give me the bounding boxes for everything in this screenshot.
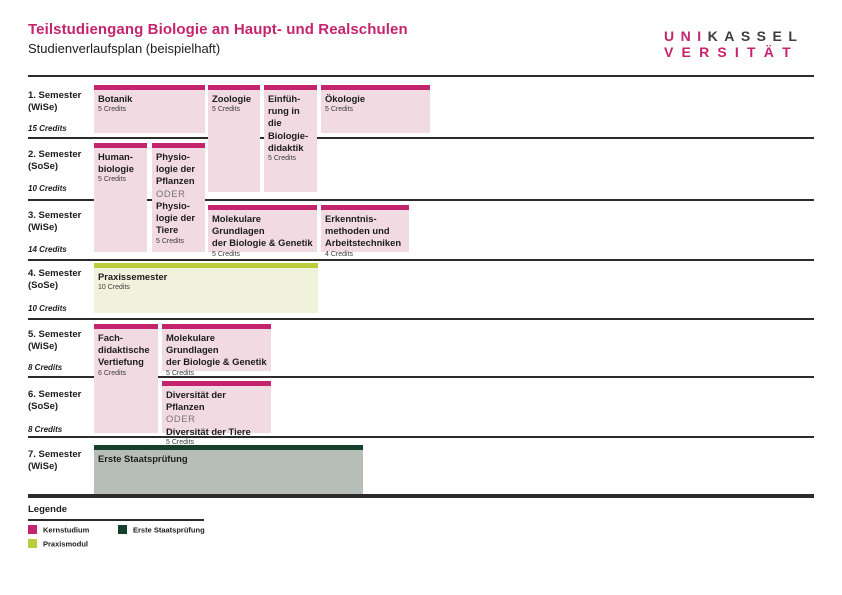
module-credits: 5 Credits xyxy=(98,106,127,114)
rule-sem4 xyxy=(28,318,814,320)
module-credits: 5 Credits xyxy=(268,155,297,163)
page-subtitle: Studienverlaufsplan (beispielhaft) xyxy=(28,41,221,56)
module-erste-staatspruefung: Erste Staatsprüfung xyxy=(94,445,363,494)
module-humanbiologie: Human- biologie 5 Credits xyxy=(94,143,147,252)
module-title: Physio- logie der Pflanzen xyxy=(156,151,196,187)
module-title: Physio- logie der Tiere xyxy=(156,199,196,236)
module-praxissemester: Praxissemester 10 Credits xyxy=(94,263,318,313)
module-title: Botanik xyxy=(98,93,133,104)
legend-item-kernstudium: Kernstudium xyxy=(28,525,89,535)
module-title: Fach- didaktische Vertiefung xyxy=(98,332,150,368)
semester-1-label: 1. Semester (WiSe) xyxy=(28,90,82,114)
module-title: Praxissemester xyxy=(98,271,168,282)
logo-uni: UNI xyxy=(664,28,708,44)
legend-divider xyxy=(28,519,204,521)
module-title: Molekulare Grundlagen der Biologie & Gen… xyxy=(212,213,313,249)
legend-label: Kernstudium xyxy=(43,525,90,535)
module-diversitaet: Diversität der Pflanzen ODER Diversität … xyxy=(162,381,271,446)
module-credits: 6 Credits xyxy=(98,369,127,377)
semester-4-label: 4. Semester (SoSe) xyxy=(28,268,82,292)
module-credits: 5 Credits xyxy=(212,250,241,258)
module-credits: 5 Credits xyxy=(325,106,354,114)
module-erkenntnismethoden: Erkenntnis- methoden und Arbeitstechnike… xyxy=(321,205,409,258)
page-title: Teilstudiengang Biologie an Haupt- und R… xyxy=(28,21,408,38)
semester-6-credits: 8 Credits xyxy=(28,425,63,434)
oder-separator: ODER xyxy=(156,187,186,199)
module-title: Erste Staatsprüfung xyxy=(98,453,188,464)
rule-sem3 xyxy=(28,259,814,261)
oder-separator: ODER xyxy=(166,413,196,425)
legend-label: Erste Staatsprüfung xyxy=(133,525,205,535)
rule-sem1 xyxy=(28,137,814,139)
module-physiologie: Physio- logie der Pflanzen ODER Physio- … xyxy=(152,143,205,252)
module-zoologie: Zoologie 5 Credits xyxy=(208,85,260,192)
module-molekulare-grundlagen-sem5: Molekulare Grundlagen der Biologie & Gen… xyxy=(162,324,271,377)
legend-item-staatspruefung: Erste Staatsprüfung xyxy=(118,525,205,535)
module-credits: 5 Credits xyxy=(212,106,241,114)
semester-3-credits: 14 Credits xyxy=(28,245,67,254)
module-title: Erkenntnis- methoden und Arbeitstechnike… xyxy=(325,213,402,249)
staatspruefung-swatch xyxy=(118,525,127,534)
module-credits: 4 Credits xyxy=(325,250,354,258)
semester-3-label: 3. Semester (WiSe) xyxy=(28,210,82,234)
module-title: Human- biologie xyxy=(98,151,134,175)
module-credits: 5 Credits xyxy=(156,237,185,245)
module-oekologie: Ökologie 5 Credits xyxy=(321,85,430,133)
module-botanik: Botanik 5 Credits xyxy=(94,85,205,133)
legend-label: Praxismodul xyxy=(43,539,89,549)
module-biologiedidaktik: Einfüh- rung in die Biologie- didaktik 5… xyxy=(264,85,317,192)
uni-kassel-logo: UNIKASSEL VERSITÄT xyxy=(664,28,804,61)
module-fachdidaktische-vertiefung: Fach- didaktische Vertiefung 6 Credits xyxy=(94,324,158,433)
semester-6-label: 6. Semester (SoSe) xyxy=(28,389,82,413)
logo-line-2: VERSITÄT xyxy=(664,44,799,61)
semester-2-credits: 10 Credits xyxy=(28,184,67,193)
module-title: Diversität der Tiere xyxy=(166,425,251,437)
rule-header xyxy=(28,75,814,77)
kernstudium-swatch xyxy=(28,525,37,534)
rule-bottom xyxy=(28,494,814,498)
semester-5-label: 5. Semester (WiSe) xyxy=(28,329,82,353)
module-credits: 10 Credits xyxy=(98,284,130,292)
rule-sem6 xyxy=(28,436,814,438)
legend-item-praxismodul: Praxismodul xyxy=(28,539,88,549)
praxismodul-swatch xyxy=(28,539,37,548)
semester-7-label: 7. Semester (WiSe) xyxy=(28,449,82,473)
module-credits: 5 Credits xyxy=(98,176,127,184)
module-credits: 5 Credits xyxy=(166,369,195,377)
semester-4-credits: 10 Credits xyxy=(28,304,67,313)
module-title: Molekulare Grundlagen der Biologie & Gen… xyxy=(166,332,267,368)
semester-5-credits: 8 Credits xyxy=(28,363,63,372)
module-title: Diversität der Pflanzen xyxy=(166,389,226,413)
module-credits: 5 Credits xyxy=(166,438,195,446)
rule-sem2 xyxy=(28,199,814,201)
logo-kassel: KASSEL xyxy=(707,28,804,44)
semester-1-credits: 15 Credits xyxy=(28,124,67,133)
module-title: Einfüh- rung in die Biologie- didaktik xyxy=(268,93,309,153)
logo-line-1: UNIKASSEL xyxy=(664,28,804,44)
semester-2-label: 2. Semester (SoSe) xyxy=(28,149,82,173)
legend-title: Legende xyxy=(28,504,68,515)
module-molekulare-grundlagen-sem3: Molekulare Grundlagen der Biologie & Gen… xyxy=(208,205,317,258)
module-title: Ökologie xyxy=(325,93,366,104)
module-title: Zoologie xyxy=(212,93,252,104)
rule-sem5 xyxy=(28,376,814,378)
